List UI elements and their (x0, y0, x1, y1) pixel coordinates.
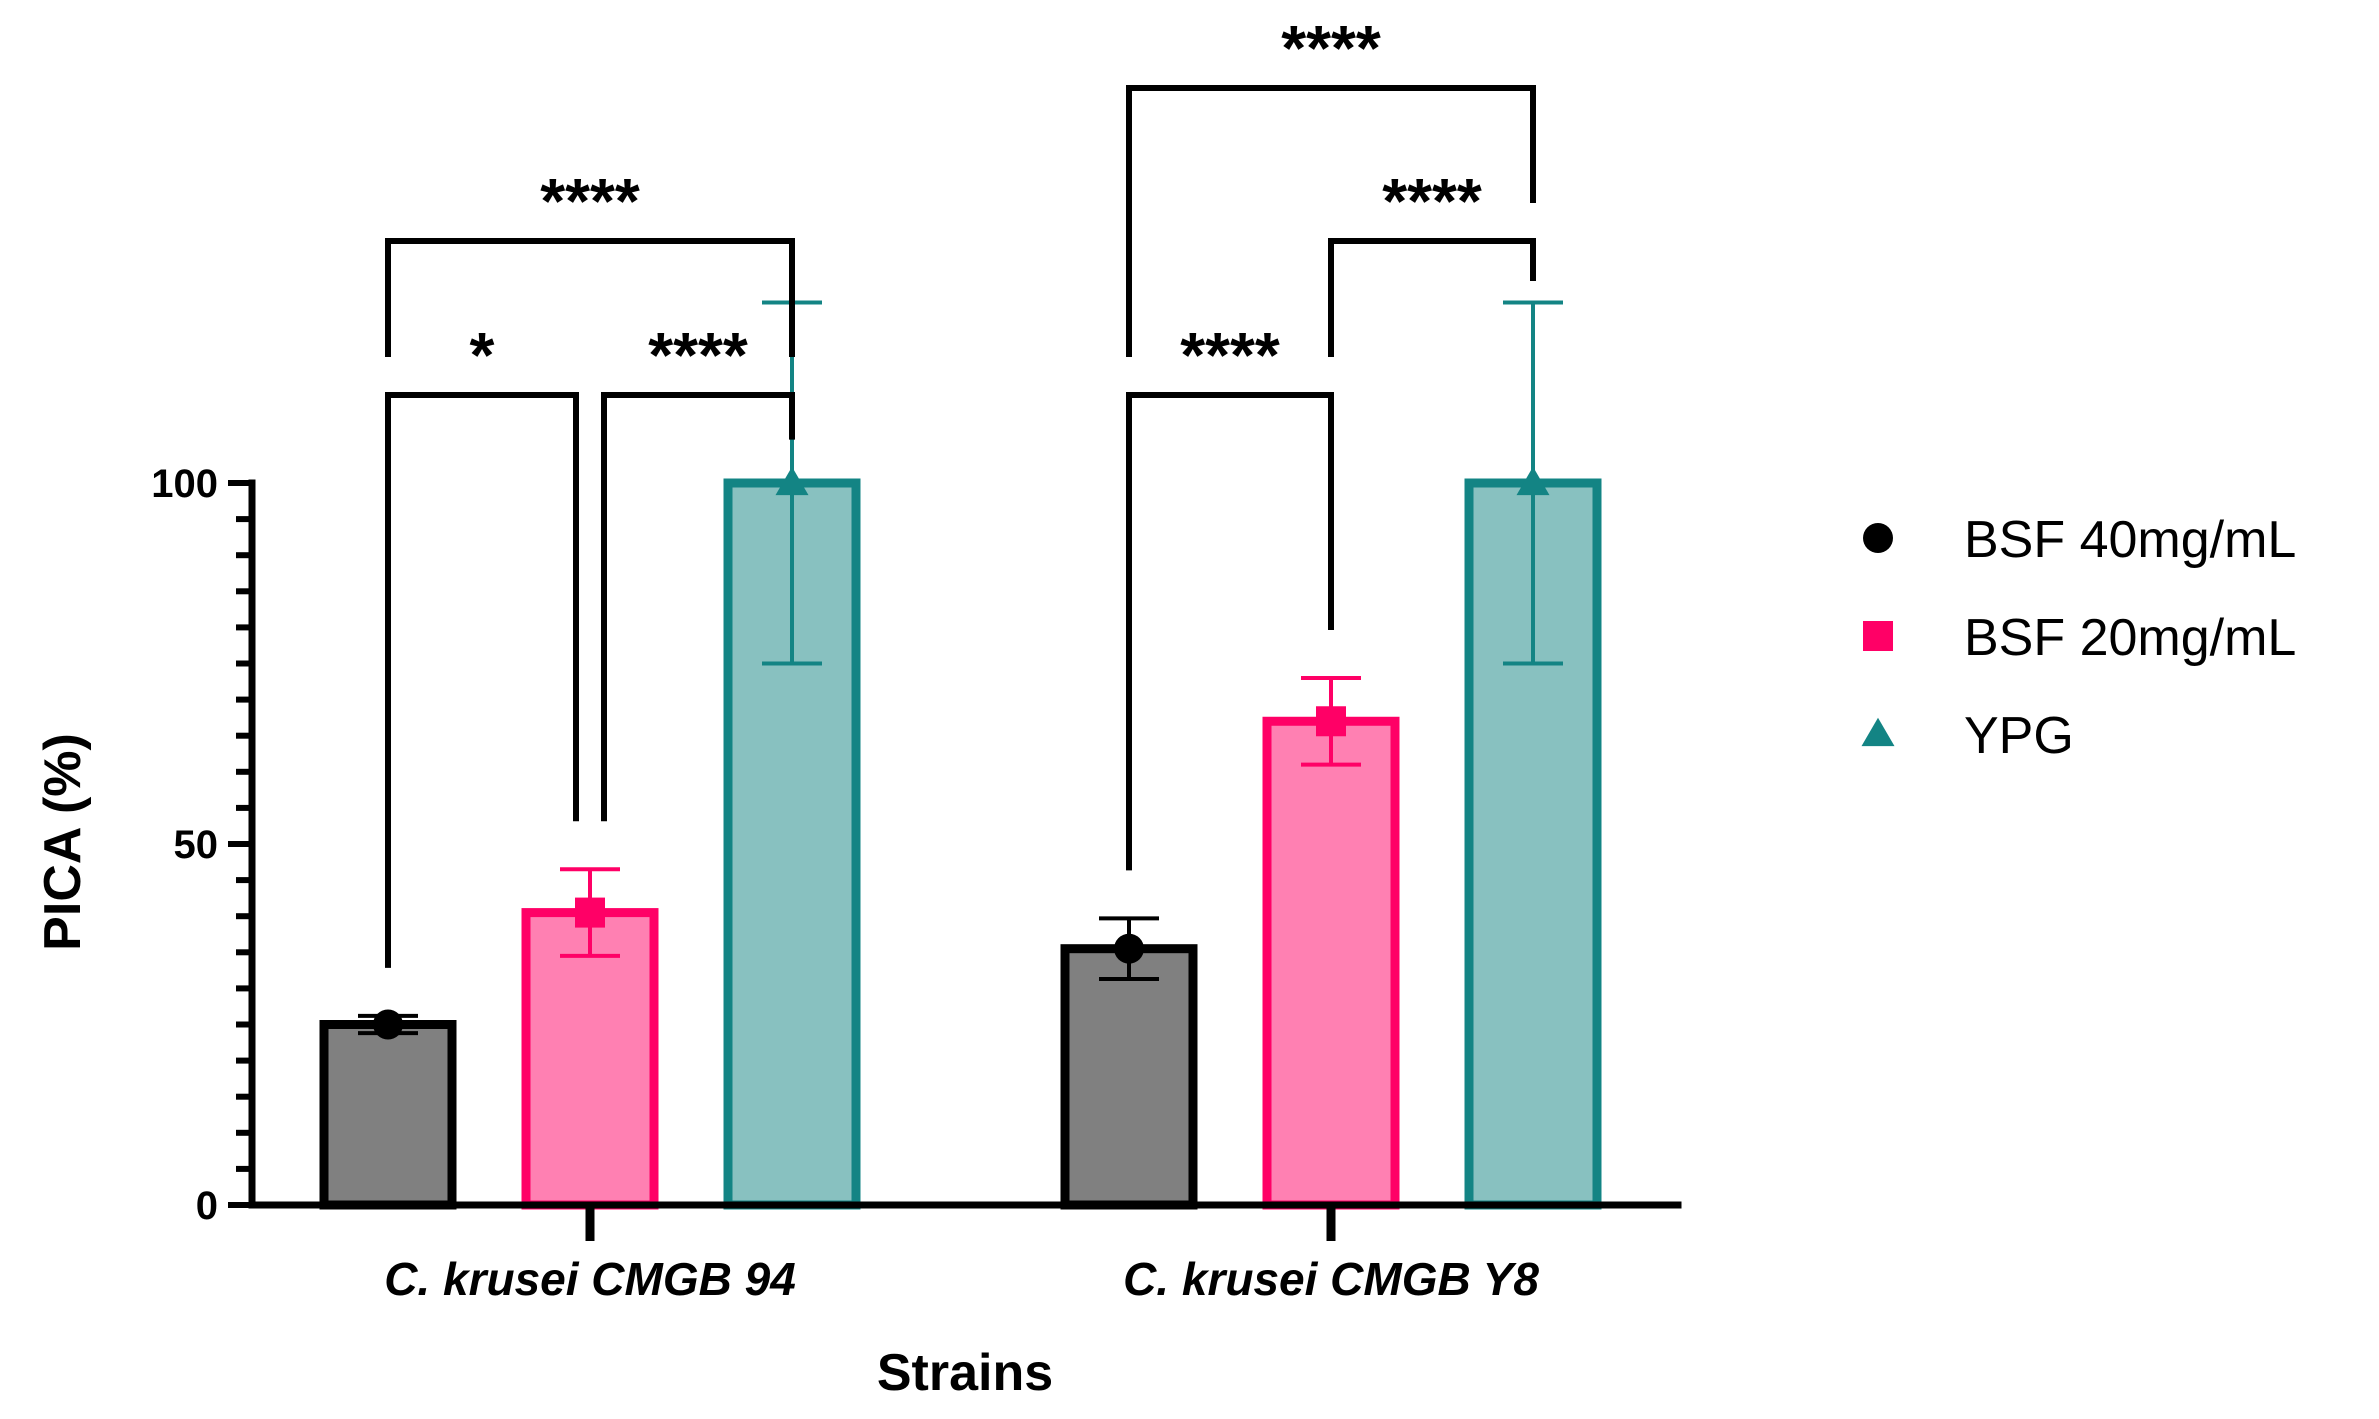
legend-marker-2 (1861, 717, 1895, 747)
bars-layer (319, 478, 1602, 1210)
legend-marker-0 (1863, 523, 1893, 553)
significance-bracket-0 (385, 238, 795, 357)
markers-layer (373, 466, 1550, 1040)
significance-bracket-3 (1126, 85, 1536, 357)
data-point-1-0 (575, 897, 605, 928)
significance-label-4: **** (1382, 165, 1482, 237)
significance-bracket-4 (1328, 238, 1536, 357)
bar-0-0 (319, 1020, 457, 1210)
significance-label-0: **** (540, 165, 640, 237)
data-point-0-1 (1114, 933, 1144, 964)
legend-label-0: BSF 40mg/mL (1964, 511, 2296, 569)
x-category-label-0: C. krusei CMGB 94 (384, 1253, 796, 1305)
y-tick-label-0: 0 (196, 1184, 218, 1228)
y-axis-title: PICA (%) (34, 733, 92, 951)
legend-label-2: YPG (1964, 707, 2074, 765)
significance-bracket-2 (601, 392, 795, 822)
significance-bracket-1 (385, 392, 579, 968)
data-point-1-1 (1316, 706, 1346, 737)
x-axis-title: Strains (877, 1344, 1053, 1402)
significance-label-1: * (470, 319, 495, 391)
significance-label-5: **** (1180, 319, 1280, 391)
bar-0-1 (1060, 944, 1198, 1210)
x-category-label-1: C. krusei CMGB Y8 (1123, 1253, 1539, 1305)
significance-layer: ***** **************** (385, 12, 1536, 968)
legend-marker-1 (1863, 621, 1893, 651)
y-tick-label-50: 50 (174, 823, 219, 867)
data-point-0-0 (373, 1009, 403, 1040)
data-point-2-1 (1516, 466, 1550, 496)
bar-1-1 (1262, 716, 1400, 1210)
significance-bracket-5 (1126, 392, 1334, 871)
axes-layer: 0 50 100 C. krusei CMGB 94 C. krusei CMGB Y8 (151, 462, 1682, 1305)
legend-label-1: BSF 20mg/mL (1964, 609, 2296, 667)
data-point-2-0 (775, 466, 809, 496)
significance-label-2: **** (648, 319, 748, 391)
significance-label-3: **** (1281, 12, 1381, 84)
legend: BSF 40mg/mL BSF 20mg/mL YPG (1861, 511, 2296, 765)
y-tick-label-100: 100 (151, 462, 218, 506)
